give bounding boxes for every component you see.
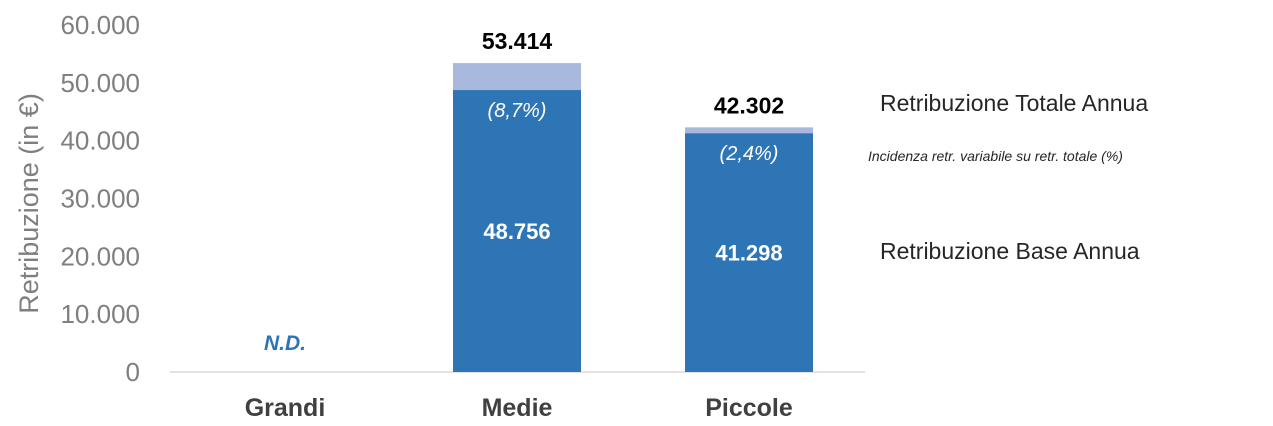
y-tick-label: 50.000 bbox=[60, 68, 140, 98]
y-axis-label: Retribuzione (in €) bbox=[14, 93, 44, 314]
data-label-total: 53.414 bbox=[482, 28, 553, 54]
legend-base-annual: Retribuzione Base Annua bbox=[880, 238, 1140, 264]
y-tick-label: 0 bbox=[126, 357, 140, 387]
data-label-variable-pct: (2,4%) bbox=[720, 143, 779, 165]
y-tick-label: 20.000 bbox=[60, 241, 140, 271]
legend-total-annual: Retribuzione Totale Annua bbox=[880, 90, 1149, 116]
y-tick-label: 60.000 bbox=[60, 10, 140, 40]
bar-variable-part bbox=[453, 63, 581, 91]
y-tick-label: 10.000 bbox=[60, 299, 140, 329]
x-tick-label: Grandi bbox=[245, 394, 326, 422]
bar-base-annual bbox=[685, 133, 813, 372]
y-tick-label: 30.000 bbox=[60, 184, 140, 214]
bar-base-annual bbox=[453, 90, 581, 372]
data-label-total: 42.302 bbox=[714, 92, 784, 118]
y-tick-label: 40.000 bbox=[60, 126, 140, 156]
x-axis-tick-labels: Grandi Medie Piccole bbox=[245, 394, 793, 422]
data-label-base: 48.756 bbox=[483, 219, 550, 244]
data-label-variable-pct: (8,7%) bbox=[488, 100, 547, 122]
bars-group: N.D. 48.756 (8,7%) 53.414 41.298 (2,4%) 42.302 bbox=[264, 28, 813, 372]
bar-variable-part bbox=[685, 127, 813, 134]
data-label-base: 41.298 bbox=[715, 241, 782, 266]
data-label-not-available: N.D. bbox=[264, 332, 306, 355]
x-tick-label: Piccole bbox=[705, 394, 793, 422]
legend-variable-incidence: Incidenza retr. variabile su retr. total… bbox=[868, 148, 1123, 164]
y-axis: 0 10.000 20.000 30.000 40.000 50.000 60.000 bbox=[60, 10, 140, 387]
x-tick-label: Medie bbox=[482, 394, 553, 422]
